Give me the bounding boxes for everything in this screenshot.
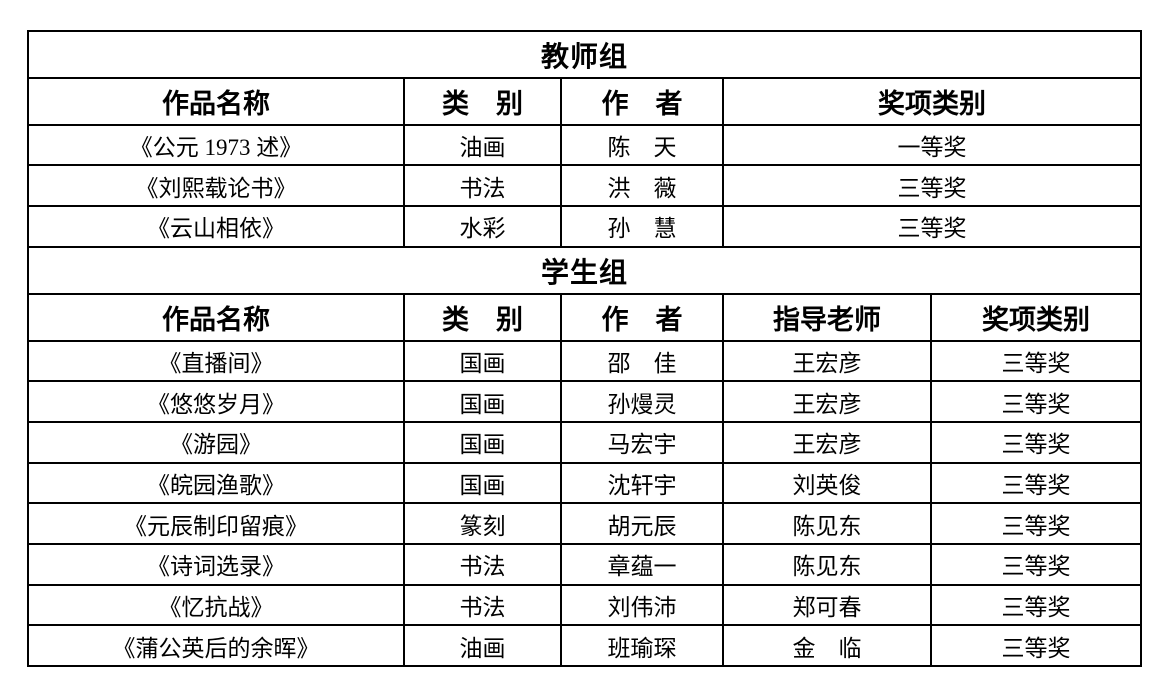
award-cell: 三等奖 (929, 542, 1143, 586)
category-cell: 书法 (403, 164, 562, 208)
table-row: 《皖园渔歌》 国画 沈轩宇 刘英俊 三等奖 (27, 461, 1143, 505)
award-cell: 三等奖 (929, 583, 1143, 627)
category-header: 类 别 (403, 77, 562, 126)
award-cell: 三等奖 (929, 380, 1143, 423)
author-cell: 邵 佳 (560, 339, 724, 383)
author-cell: 陈 天 (560, 123, 724, 167)
author-cell: 刘伟沛 (560, 583, 724, 627)
header-row: 作品名称类 别作 者奖项类别 (27, 77, 1143, 126)
work-title-cell: 《诗词选录》 (27, 542, 405, 586)
advisor-cell: 陈见东 (722, 542, 932, 586)
table-row: 《云山相依》 水彩孙 慧三等奖 (27, 205, 1143, 248)
advisor-cell: 陈见东 (722, 502, 932, 545)
advisor-header: 指导老师 (722, 293, 932, 342)
category-cell: 国画 (403, 339, 562, 383)
author-header: 作 者 (560, 77, 724, 126)
section-title: 教师组 (26, 29, 1143, 80)
awards-table: 教师组 作品名称类 别作 者奖项类别 《公元 1973 述》 油画陈 天一等奖 《刘熙载… (26, 29, 1143, 667)
table-row: 《公元 1973 述》 油画陈 天一等奖 (27, 123, 1143, 167)
work-title-cell: 《悠悠岁月》 (27, 380, 405, 423)
author-cell: 章蕴一 (560, 542, 724, 586)
work-title-cell: 《游园》 (27, 420, 405, 464)
award-cell: 三等奖 (929, 502, 1143, 545)
author-cell: 孙 慧 (560, 205, 724, 248)
award-header: 奖项类别 (929, 293, 1143, 342)
work-title-cell: 《忆抗战》 (27, 583, 405, 627)
section-title: 学生组 (26, 245, 1143, 296)
advisor-cell: 金 临 (722, 624, 932, 667)
award-cell: 三等奖 (929, 461, 1143, 505)
author-cell: 班瑜琛 (560, 624, 724, 667)
author-cell: 胡元辰 (560, 502, 724, 545)
table-row: 《直播间》 国画邵 佳王宏彦 三等奖 (27, 339, 1143, 383)
section-row: 学生组 (26, 245, 1143, 296)
category-cell: 国画 (403, 380, 562, 423)
award-cell: 三等奖 (929, 339, 1143, 383)
author-cell: 洪 薇 (560, 164, 724, 208)
award-cell: 三等奖 (929, 624, 1143, 667)
table-row: 《忆抗战》 书法 刘伟沛 郑可春 三等奖 (27, 583, 1143, 627)
table-row: 《元辰制印留痕》 篆刻 胡元辰 陈见东 三等奖 (27, 502, 1143, 545)
author-cell: 沈轩宇 (560, 461, 724, 505)
work-title-cell: 《蒲公英后的余晖》 (27, 624, 405, 667)
work-title-cell: 《皖园渔歌》 (27, 461, 405, 505)
advisor-cell: 王宏彦 (722, 380, 932, 423)
work-title-cell: 《元辰制印留痕》 (27, 502, 405, 545)
table-row: 《游园》 国画 马宏宇 王宏彦 三等奖 (27, 420, 1143, 464)
author-cell: 孙熳灵 (560, 380, 724, 423)
category-cell: 水彩 (403, 205, 562, 248)
category-cell: 书法 (403, 542, 562, 586)
category-cell: 国画 (403, 461, 562, 505)
award-cell: 三等奖 (929, 420, 1143, 464)
category-cell: 油画 (403, 624, 562, 667)
author-cell: 马宏宇 (560, 420, 724, 464)
table-row: 《悠悠岁月》 国画 孙熳灵 王宏彦 三等奖 (27, 380, 1143, 423)
category-cell: 国画 (403, 420, 562, 464)
category-cell: 油画 (403, 123, 562, 167)
table-row: 《蒲公英后的余晖》 油画 班瑜琛金 临三等奖 (27, 624, 1143, 667)
category-header: 类 别 (403, 293, 562, 342)
work-title-header: 作品名称 (27, 77, 405, 126)
advisor-cell: 郑可春 (722, 583, 932, 627)
work-title-cell: 《刘熙载论书》 (27, 164, 405, 208)
section-row: 教师组 (26, 29, 1143, 80)
award-cell: 三等奖 (721, 205, 1143, 248)
advisor-cell: 王宏彦 (722, 420, 932, 464)
category-cell: 书法 (403, 583, 562, 627)
category-cell: 篆刻 (403, 502, 562, 545)
table-row: 《刘熙载论书》 书法洪 薇三等奖 (27, 164, 1143, 208)
author-header: 作 者 (560, 293, 724, 342)
award-cell: 三等奖 (721, 164, 1143, 208)
work-title-cell: 《云山相依》 (27, 205, 405, 248)
table-row: 《诗词选录》 书法 章蕴一 陈见东 三等奖 (27, 542, 1143, 586)
work-title-cell: 《直播间》 (27, 339, 405, 383)
awards-table-body: 教师组 作品名称类 别作 者奖项类别 《公元 1973 述》 油画陈 天一等奖 《刘熙载… (26, 29, 1143, 667)
award-header: 奖项类别 (721, 77, 1143, 126)
advisor-cell: 刘英俊 (722, 461, 932, 505)
work-title-header: 作品名称 (27, 293, 405, 342)
advisor-cell: 王宏彦 (722, 339, 932, 383)
work-title-cell: 《公元 1973 述》 (27, 123, 405, 167)
award-cell: 一等奖 (721, 123, 1143, 167)
header-row: 作品名称类 别作 者指导老师 奖项类别 (27, 293, 1143, 342)
